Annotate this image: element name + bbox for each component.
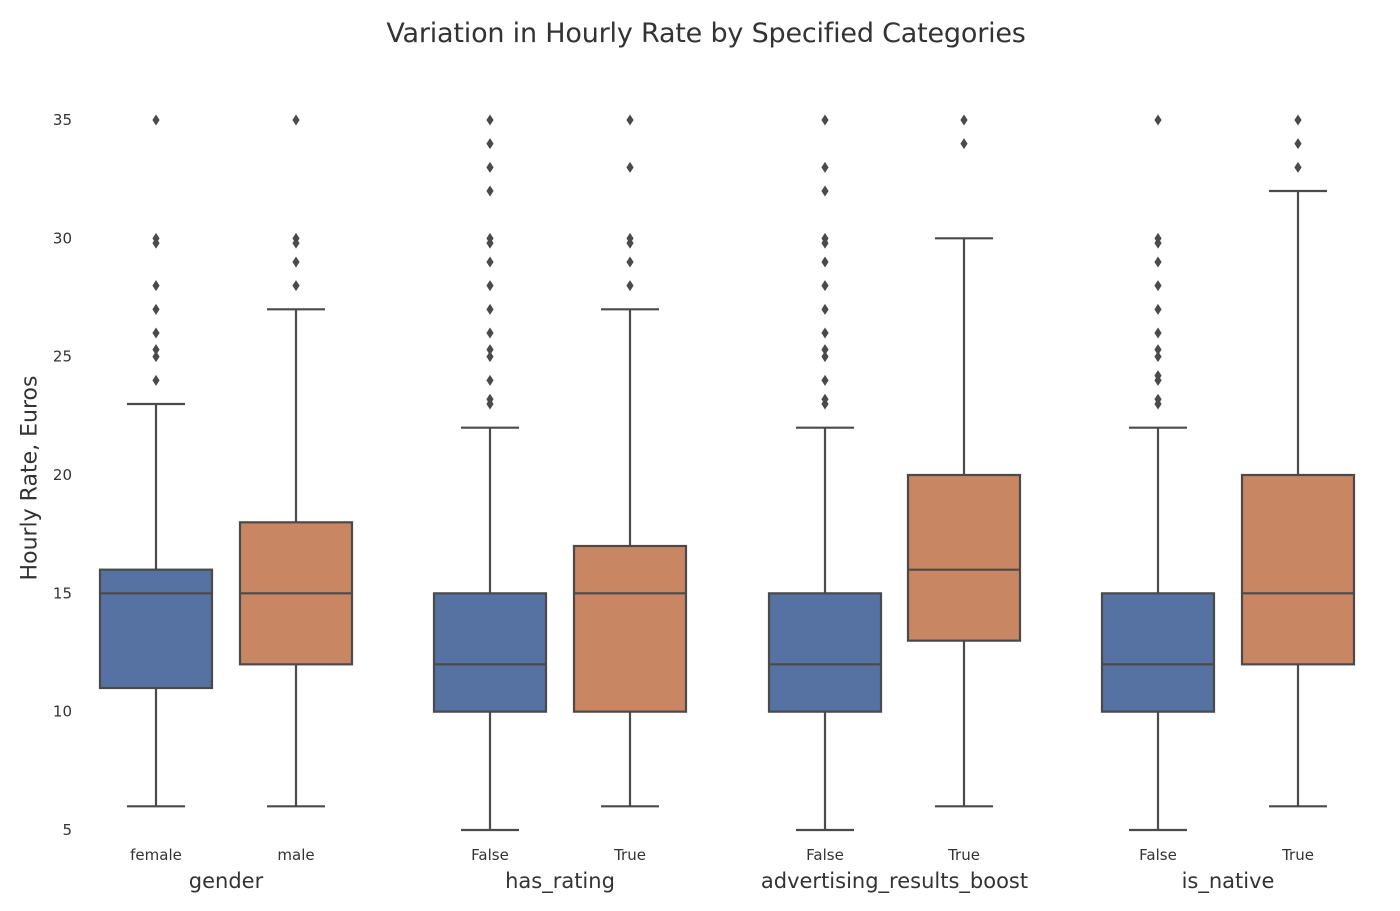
- outlier-point: [626, 115, 633, 126]
- outlier-point: [821, 280, 828, 291]
- outlier-point: [1294, 162, 1301, 173]
- x-tick-label: male: [277, 846, 314, 864]
- outlier-point: [486, 375, 493, 386]
- outlier-point: [152, 304, 159, 315]
- outlier-point: [1294, 138, 1301, 149]
- box-is_native-true: [1242, 115, 1354, 807]
- outlier-point: [1154, 304, 1161, 315]
- x-tick-label: False: [1139, 846, 1177, 864]
- outlier-point: [821, 344, 828, 355]
- outlier-point: [152, 328, 159, 339]
- iqr-box: [769, 593, 881, 711]
- iqr-box: [100, 570, 212, 688]
- outlier-point: [486, 328, 493, 339]
- outlier-point: [486, 186, 493, 197]
- y-tick-label: 15: [53, 584, 72, 602]
- outlier-point: [960, 138, 967, 149]
- outlier-point: [1154, 257, 1161, 268]
- outlier-point: [626, 257, 633, 268]
- outlier-point: [821, 186, 828, 197]
- x-tick-label: True: [1281, 846, 1314, 864]
- outlier-point: [626, 280, 633, 291]
- outlier-point: [486, 344, 493, 355]
- outlier-point: [821, 162, 828, 173]
- outlier-point: [1294, 115, 1301, 126]
- outlier-point: [292, 280, 299, 291]
- box-group-gender: [100, 115, 352, 807]
- outlier-point: [1154, 115, 1161, 126]
- iqr-box: [434, 593, 546, 711]
- outlier-point: [626, 162, 633, 173]
- outlier-point: [821, 328, 828, 339]
- outlier-point: [152, 344, 159, 355]
- box-gender-male: [240, 115, 352, 807]
- y-tick-label: 25: [53, 348, 72, 366]
- outlier-point: [486, 162, 493, 173]
- outlier-point: [821, 257, 828, 268]
- outlier-point: [1154, 280, 1161, 291]
- x-tick-label: True: [947, 846, 980, 864]
- outlier-point: [486, 280, 493, 291]
- x-axis-label-is_native: is_native: [1182, 869, 1275, 894]
- y-tick-label: 5: [62, 821, 72, 839]
- outlier-point: [821, 304, 828, 315]
- box-group-is_native: [1102, 115, 1354, 831]
- y-tick-labels: 5 10 15 20 25 30 35: [53, 111, 72, 839]
- box-gender-female: [100, 115, 212, 807]
- iqr-box: [574, 546, 686, 712]
- outlier-point: [152, 280, 159, 291]
- outlier-point: [152, 115, 159, 126]
- y-tick-label: 30: [53, 229, 72, 247]
- iqr-box: [1242, 475, 1354, 664]
- outlier-point: [1154, 328, 1161, 339]
- box-group-has_rating: [434, 115, 686, 831]
- outlier-point: [152, 375, 159, 386]
- x-tick-label: True: [613, 846, 646, 864]
- box-advertising_results_boost-true: [908, 115, 1020, 807]
- outlier-point: [486, 138, 493, 149]
- x-tick-labels: female male gender False True has_rating False…: [130, 846, 1314, 894]
- outlier-point: [292, 115, 299, 126]
- box-is_native-false: [1102, 115, 1214, 831]
- box-group-advertising_results_boost: [769, 115, 1020, 831]
- iqr-box: [1102, 593, 1214, 711]
- x-axis-label-advertising_results_boost: advertising_results_boost: [761, 869, 1028, 894]
- x-axis-label-gender: gender: [189, 869, 264, 893]
- outlier-point: [821, 375, 828, 386]
- y-tick-label: 20: [53, 466, 72, 484]
- x-tick-label: False: [806, 846, 844, 864]
- iqr-box: [908, 475, 1020, 641]
- box-advertising_results_boost-false: [769, 115, 881, 831]
- outlier-point: [292, 257, 299, 268]
- outlier-point: [486, 257, 493, 268]
- y-tick-label: 35: [53, 111, 72, 129]
- outlier-point: [486, 115, 493, 126]
- x-axis-label-has_rating: has_rating: [505, 869, 615, 894]
- outlier-point: [821, 115, 828, 126]
- y-tick-label: 10: [53, 703, 72, 721]
- outlier-point: [1154, 344, 1161, 355]
- x-tick-label: female: [130, 846, 182, 864]
- box-has_rating-false: [434, 115, 546, 831]
- box-has_rating-true: [574, 115, 686, 807]
- boxplot-groups: [100, 115, 1354, 831]
- outlier-point: [486, 304, 493, 315]
- outlier-point: [960, 115, 967, 126]
- x-tick-label: False: [471, 846, 509, 864]
